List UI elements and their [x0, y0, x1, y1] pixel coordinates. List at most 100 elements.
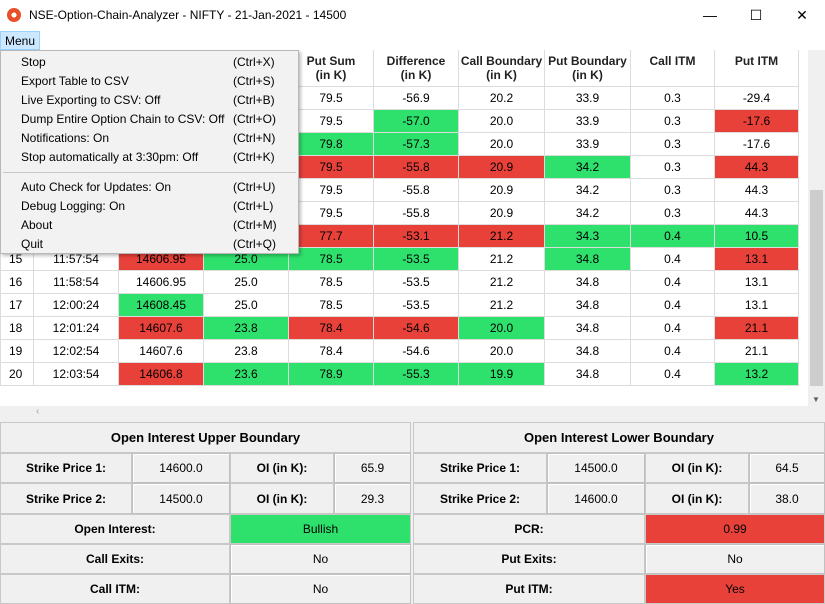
menu-item[interactable]: About (Ctrl+M): [1, 216, 298, 235]
header-put-sum[interactable]: Put Sum (in K): [288, 50, 374, 87]
menu-item[interactable]: Auto Check for Updates: On (Ctrl+U): [1, 178, 298, 197]
lower-strike1-value: 14500.0: [547, 453, 645, 483]
call-boundary-cell: 20.0: [458, 108, 545, 133]
ltp-cell: 14607.6: [118, 315, 204, 340]
lower-strike1-label: Strike Price 1:: [413, 453, 547, 483]
time-cell: 12:03:54: [33, 361, 119, 386]
menu-item[interactable]: Live Exporting to CSV: Off (Ctrl+B): [1, 91, 298, 110]
difference-cell: -55.8: [373, 154, 459, 179]
menu-item-shortcut: (Ctrl+X): [233, 55, 275, 69]
call-sum-cell: 25.0: [203, 292, 289, 317]
put-boundary-cell: 34.8: [544, 315, 631, 340]
lower-oi2-value: 38.0: [749, 483, 825, 514]
menu-item-shortcut: (Ctrl+B): [233, 93, 275, 107]
menu-item-label: About: [21, 218, 53, 232]
menu-item[interactable]: Stop automatically at 3:30pm: Off (Ctrl+K…: [1, 148, 298, 167]
open-interest-label: Open Interest:: [0, 514, 230, 544]
put-boundary-cell: 33.9: [544, 85, 631, 110]
menu-item-label: Stop: [21, 55, 46, 69]
put-sum-cell: 78.5: [288, 292, 374, 317]
call-sum-cell: 25.0: [203, 269, 289, 294]
vertical-scrollbar-thumb[interactable]: [810, 190, 823, 386]
call-exits-label: Call Exits:: [0, 544, 230, 574]
put-itm-cell: 13.1: [714, 292, 799, 317]
row-index: 16: [0, 269, 34, 294]
ltp-cell: 14606.8: [118, 361, 204, 386]
lower-boundary-header: Open Interest Lower Boundary: [413, 422, 825, 453]
put-boundary-cell: 34.8: [544, 338, 631, 363]
header-call-itm[interactable]: Call ITM: [630, 50, 715, 87]
time-cell: 12:01:24: [33, 315, 119, 340]
window-title: NSE-Option-Chain-Analyzer - NIFTY - 21-J…: [29, 8, 347, 22]
put-boundary-cell: 34.8: [544, 246, 631, 271]
menu-item[interactable]: Stop (Ctrl+X): [1, 53, 298, 72]
minimize-button[interactable]: —: [703, 7, 717, 23]
upper-oi2-label: OI (in K):: [230, 483, 334, 514]
time-cell: 12:02:54: [33, 338, 119, 363]
header-put-itm[interactable]: Put ITM: [714, 50, 799, 87]
call-boundary-cell: 21.2: [458, 246, 545, 271]
lower-oi2-label: OI (in K):: [645, 483, 749, 514]
maximize-button[interactable]: ☐: [749, 6, 763, 23]
put-itm-cell: 10.5: [714, 223, 799, 248]
menu-button[interactable]: Menu: [0, 31, 41, 50]
difference-cell: -54.6: [373, 338, 459, 363]
put-sum-cell: 79.5: [288, 154, 374, 179]
difference-cell: -55.8: [373, 177, 459, 202]
scroll-left-icon[interactable]: ‹: [36, 406, 40, 417]
call-boundary-cell: 21.2: [458, 292, 545, 317]
call-itm-cell: 0.4: [630, 292, 715, 317]
call-sum-cell: 23.6: [203, 361, 289, 386]
call-itm-cell: 0.4: [630, 315, 715, 340]
horizontal-scrollbar[interactable]: ‹: [0, 406, 808, 420]
menu-item-label: Stop automatically at 3:30pm: Off: [21, 150, 199, 164]
put-sum-cell: 79.5: [288, 200, 374, 225]
lower-oi1-value: 64.5: [749, 453, 825, 483]
call-boundary-cell: 20.0: [458, 315, 545, 340]
close-button[interactable]: ✕: [796, 6, 808, 23]
call-sum-cell: 23.8: [203, 315, 289, 340]
call-itm-cell: 0.3: [630, 85, 715, 110]
table-row[interactable]: 18 12:01:24 14607.6 23.8 78.4 -54.6 20.0 34.8 0.…: [0, 315, 799, 340]
vertical-scrollbar[interactable]: ▼: [808, 50, 825, 406]
menu-item[interactable]: Dump Entire Option Chain to CSV: Off (Ctr…: [1, 110, 298, 129]
difference-cell: -53.1: [373, 223, 459, 248]
header-put-boundary[interactable]: Put Boundary (in K): [544, 50, 631, 87]
call-itm-cell: 0.3: [630, 131, 715, 156]
upper-oi1-label: OI (in K):: [230, 453, 334, 483]
table-row[interactable]: 19 12:02:54 14607.6 23.8 78.4 -54.6 20.0 34.8 0.…: [0, 338, 799, 363]
menu-item[interactable]: Export Table to CSV (Ctrl+S): [1, 72, 298, 91]
lower-strike2-label: Strike Price 2:: [413, 483, 547, 514]
header-call-boundary[interactable]: Call Boundary (in K): [458, 50, 545, 87]
ltp-cell: 14607.6: [118, 338, 204, 363]
menu-item[interactable]: Notifications: On (Ctrl+N): [1, 129, 298, 148]
table-row[interactable]: 17 12:00:24 14608.45 25.0 78.5 -53.5 21.2 34.8 0…: [0, 292, 799, 317]
put-boundary-cell: 34.2: [544, 200, 631, 225]
table-row[interactable]: 20 12:03:54 14606.8 23.6 78.9 -55.3 19.9 34.8 0.…: [0, 361, 799, 386]
menu-item-shortcut: (Ctrl+U): [233, 180, 276, 194]
menu-item-label: Notifications: On: [21, 131, 110, 145]
call-boundary-cell: 20.9: [458, 200, 545, 225]
put-itm-cell: 13.1: [714, 269, 799, 294]
call-itm-cell: 0.3: [630, 200, 715, 225]
window-controls: — ☐ ✕: [687, 0, 825, 30]
menu-item-shortcut: (Ctrl+O): [233, 112, 276, 126]
lower-strike2-value: 14600.0: [547, 483, 645, 514]
call-boundary-cell: 20.0: [458, 338, 545, 363]
menu-item[interactable]: Quit (Ctrl+Q): [1, 235, 298, 254]
ltp-cell: 14608.45: [118, 292, 204, 317]
put-exits-value: No: [645, 544, 825, 574]
header-difference[interactable]: Difference (in K): [373, 50, 459, 87]
call-itm-cell: 0.4: [630, 246, 715, 271]
difference-cell: -56.9: [373, 85, 459, 110]
upper-strike1-label: Strike Price 1:: [0, 453, 132, 483]
put-itm-label: Put ITM:: [413, 574, 645, 604]
app-logo-icon: [7, 8, 21, 22]
upper-oi1-value: 65.9: [334, 453, 411, 483]
table-row[interactable]: 16 11:58:54 14606.95 25.0 78.5 -53.5 21.2 34.8 0…: [0, 269, 799, 294]
difference-cell: -54.6: [373, 315, 459, 340]
put-boundary-cell: 34.8: [544, 361, 631, 386]
scroll-down-icon[interactable]: ▼: [812, 395, 820, 404]
put-sum-cell: 78.5: [288, 246, 374, 271]
menu-item[interactable]: Debug Logging: On (Ctrl+L): [1, 197, 298, 216]
